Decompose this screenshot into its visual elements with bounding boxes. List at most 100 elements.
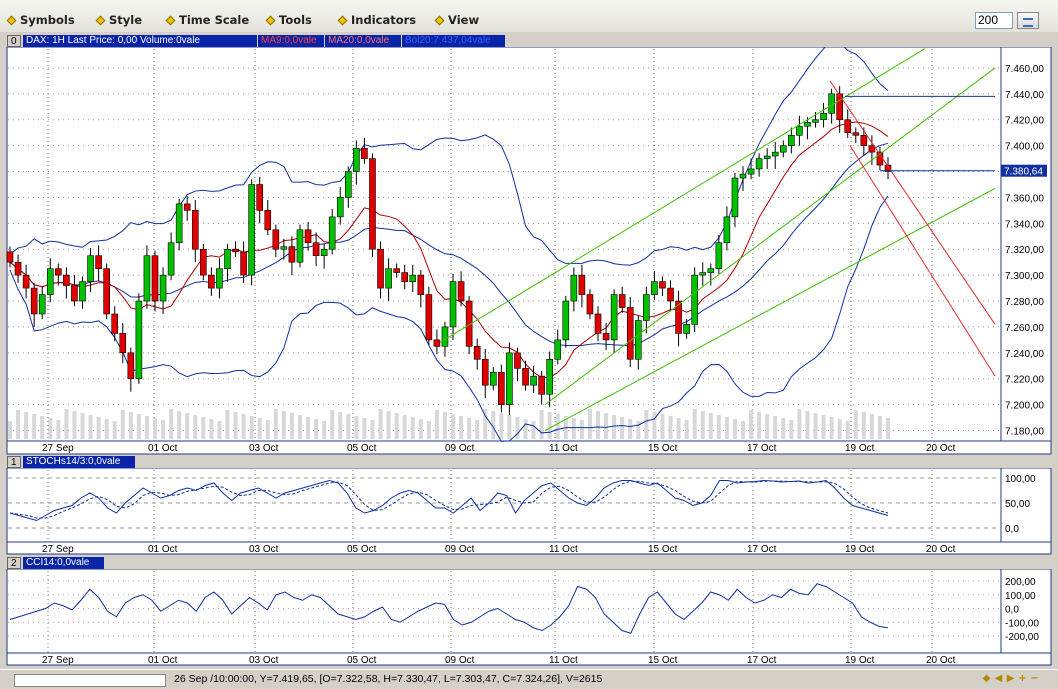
bar-count-apply-button[interactable] xyxy=(1017,12,1039,29)
candle-down xyxy=(675,300,682,334)
candle-down xyxy=(425,294,433,341)
x-axis-date-label: 03 Oct xyxy=(249,655,279,666)
cci-chart[interactable]: 200,00 100,00 0,0 -100,00 -200,00 27 Sep 01 Oc… xyxy=(0,569,1058,667)
last-price-label: 7.380,64 xyxy=(1004,167,1043,178)
menu-symbols[interactable]: Symbols xyxy=(6,13,75,27)
bollinger-upper-line xyxy=(9,47,889,266)
volume-bar xyxy=(499,413,504,439)
menu-indicators[interactable]: Indicators xyxy=(337,13,416,27)
diamond-icon xyxy=(265,15,276,25)
horizontal-scrollbar[interactable] xyxy=(14,674,166,687)
cci-panel-title: CCI14:0,0vale xyxy=(23,557,104,569)
candle-up xyxy=(87,255,94,282)
y-axis-area xyxy=(1000,569,1052,654)
panel-index[interactable]: 0 xyxy=(7,35,21,47)
y-axis-label: 7.320,00 xyxy=(1005,245,1044,256)
candle-down xyxy=(852,132,860,136)
volume-bar xyxy=(322,421,327,439)
y-axis-label: -200,00 xyxy=(1005,632,1039,643)
y-axis-label: 7.460,00 xyxy=(1005,64,1044,75)
volume-bar xyxy=(741,421,746,439)
volume-bar xyxy=(773,416,778,439)
candle-up xyxy=(409,274,417,282)
volume-bar xyxy=(571,418,576,439)
menu-style[interactable]: Style xyxy=(95,13,142,27)
bar-count-input[interactable]: 200 xyxy=(975,12,1013,29)
volume-bar xyxy=(732,419,737,439)
x-axis-date-label: 05 Oct xyxy=(347,443,377,454)
trend-channel-line xyxy=(544,67,996,406)
price-chart[interactable]: 7.460,007.440,007.420,007.400,007.380,00… xyxy=(0,47,1058,455)
y-axis-label: 7.440,00 xyxy=(1005,90,1044,101)
volume-bar xyxy=(144,416,149,439)
volume-bar xyxy=(32,414,37,439)
volume-bar xyxy=(434,410,439,439)
arrow-left-icon[interactable]: ◀ xyxy=(994,673,1003,684)
volume-bar xyxy=(628,419,633,439)
candle-up xyxy=(739,173,747,179)
candle-down xyxy=(401,272,408,282)
candle-up xyxy=(610,294,618,341)
candle-up xyxy=(216,268,223,289)
volume-bar xyxy=(112,421,117,439)
y-axis-label: 100,00 xyxy=(1005,591,1036,602)
status-readout: 26 Sep /10:00:00, Y=7.419,65, [O=7.322,5… xyxy=(174,673,603,685)
volume-bar xyxy=(757,412,762,439)
stochastic-chart[interactable]: 100,00 50,00 0,0 27 Sep 01 Oct 03 Oct 05 Oct 09… xyxy=(0,468,1058,556)
volume-bar xyxy=(781,418,786,439)
volume-bar xyxy=(297,415,302,439)
volume-bar xyxy=(515,417,520,439)
candle-down xyxy=(844,119,852,133)
volume-bar xyxy=(394,413,399,439)
volume-bar xyxy=(314,419,319,439)
last-price-badge xyxy=(1001,164,1047,177)
candle-up xyxy=(634,320,642,360)
x-axis-date-label: 05 Oct xyxy=(347,544,377,555)
menu-view[interactable]: View xyxy=(434,13,479,27)
x-axis-area xyxy=(6,541,1052,555)
volume-bar xyxy=(797,409,802,439)
y-axis-label: 7.340,00 xyxy=(1005,219,1044,230)
volume-bar xyxy=(579,420,584,439)
candle-down xyxy=(836,93,843,121)
volume-bar xyxy=(354,416,359,439)
x-axis-area xyxy=(6,440,1052,455)
diamond-icon xyxy=(434,15,445,25)
y-axis-label: 100,00 xyxy=(1005,474,1036,485)
volume-bar xyxy=(676,418,681,439)
menu-time-scale[interactable]: Time Scale xyxy=(165,13,249,27)
candle-up xyxy=(731,177,739,218)
candle-down xyxy=(514,352,521,369)
panel-index[interactable]: 2 xyxy=(7,557,21,569)
menu-bar: Symbols Style Time Scale Tools Indicator… xyxy=(0,0,1058,32)
status-bar: 26 Sep /10:00:00, Y=7.419,65, [O=7.322,5… xyxy=(0,669,1058,689)
panel-index[interactable]: 1 xyxy=(7,456,21,468)
candle-down xyxy=(369,158,376,250)
candle-down xyxy=(63,274,70,286)
candle-down xyxy=(71,285,78,302)
volume-bar xyxy=(612,415,617,439)
candle-down xyxy=(417,274,425,295)
volume-bar xyxy=(378,409,383,439)
arrow-right-icon[interactable]: ▶ xyxy=(1006,673,1015,684)
x-axis-date-label: 20 Oct xyxy=(926,443,956,454)
volume-bar xyxy=(749,410,754,439)
volume-bar xyxy=(475,420,480,439)
x-axis-date-label: 11 Oct xyxy=(549,655,578,666)
zoom-in-icon[interactable]: + xyxy=(1018,673,1027,684)
volume-bar xyxy=(338,412,343,439)
volume-bar xyxy=(120,410,125,439)
volume-bar xyxy=(410,417,415,439)
volume-bar xyxy=(877,416,882,439)
volume-bar xyxy=(596,411,601,439)
candle-up xyxy=(691,274,698,325)
zoom-out-icon[interactable]: − xyxy=(1030,673,1039,684)
menu-tools[interactable]: Tools xyxy=(265,13,312,27)
x-axis-date-label: 15 Oct xyxy=(648,655,678,666)
candle-up xyxy=(683,324,690,334)
volume-bar xyxy=(789,420,794,439)
volume-bar xyxy=(289,413,294,439)
first-icon[interactable]: ◆ xyxy=(982,673,991,684)
candle-down xyxy=(465,300,473,347)
volume-bar xyxy=(620,417,625,439)
